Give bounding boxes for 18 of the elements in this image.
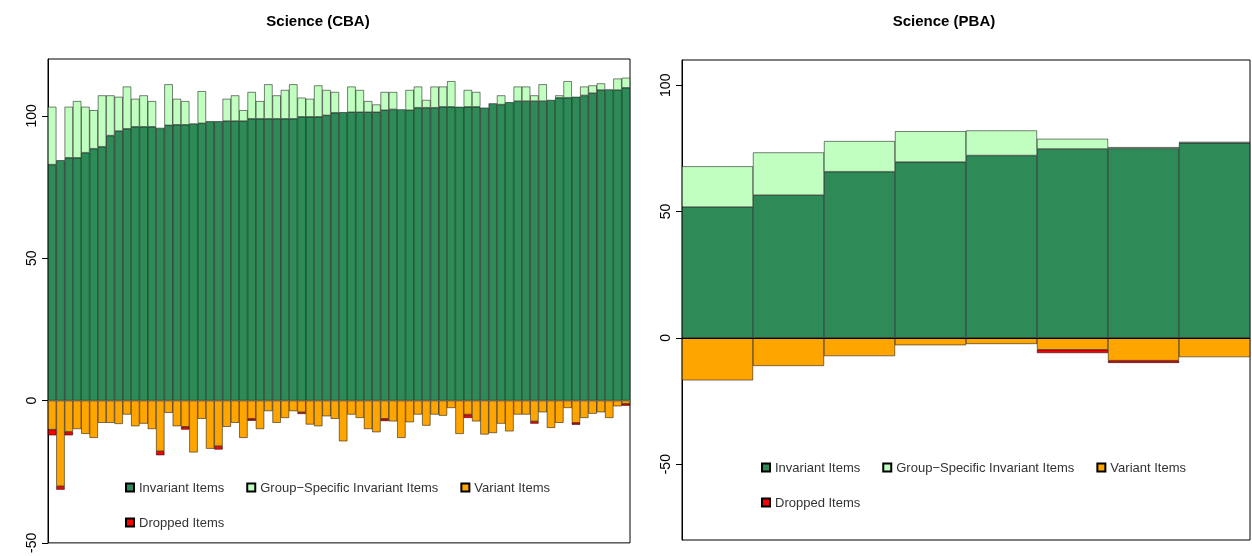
legend-label: Invariant Items: [139, 480, 225, 495]
y-tick-label: 0: [23, 396, 39, 405]
legend-label: Invariant Items: [775, 460, 861, 475]
legend-label: Group−Specific Invariant Items: [896, 460, 1075, 475]
y-tick-label: 50: [657, 203, 673, 220]
y-tick-label: -50: [657, 453, 673, 475]
y-tick-label: 0: [657, 333, 673, 342]
y-tick-label: 100: [657, 73, 673, 97]
legend-label: Group−Specific Invariant Items: [260, 480, 439, 495]
y-tick-label: -50: [23, 532, 39, 553]
legend-label: Variant Items: [1110, 460, 1187, 475]
y-tick-label: 100: [23, 104, 39, 128]
legend-label: Dropped Items: [139, 515, 225, 530]
legend-label: Variant Items: [474, 480, 551, 495]
y-tick-label: 50: [23, 250, 39, 267]
legend-label: Dropped Items: [775, 495, 861, 510]
chart-title: Science (CBA): [266, 12, 370, 29]
chart-title: Science (PBA): [892, 12, 996, 29]
